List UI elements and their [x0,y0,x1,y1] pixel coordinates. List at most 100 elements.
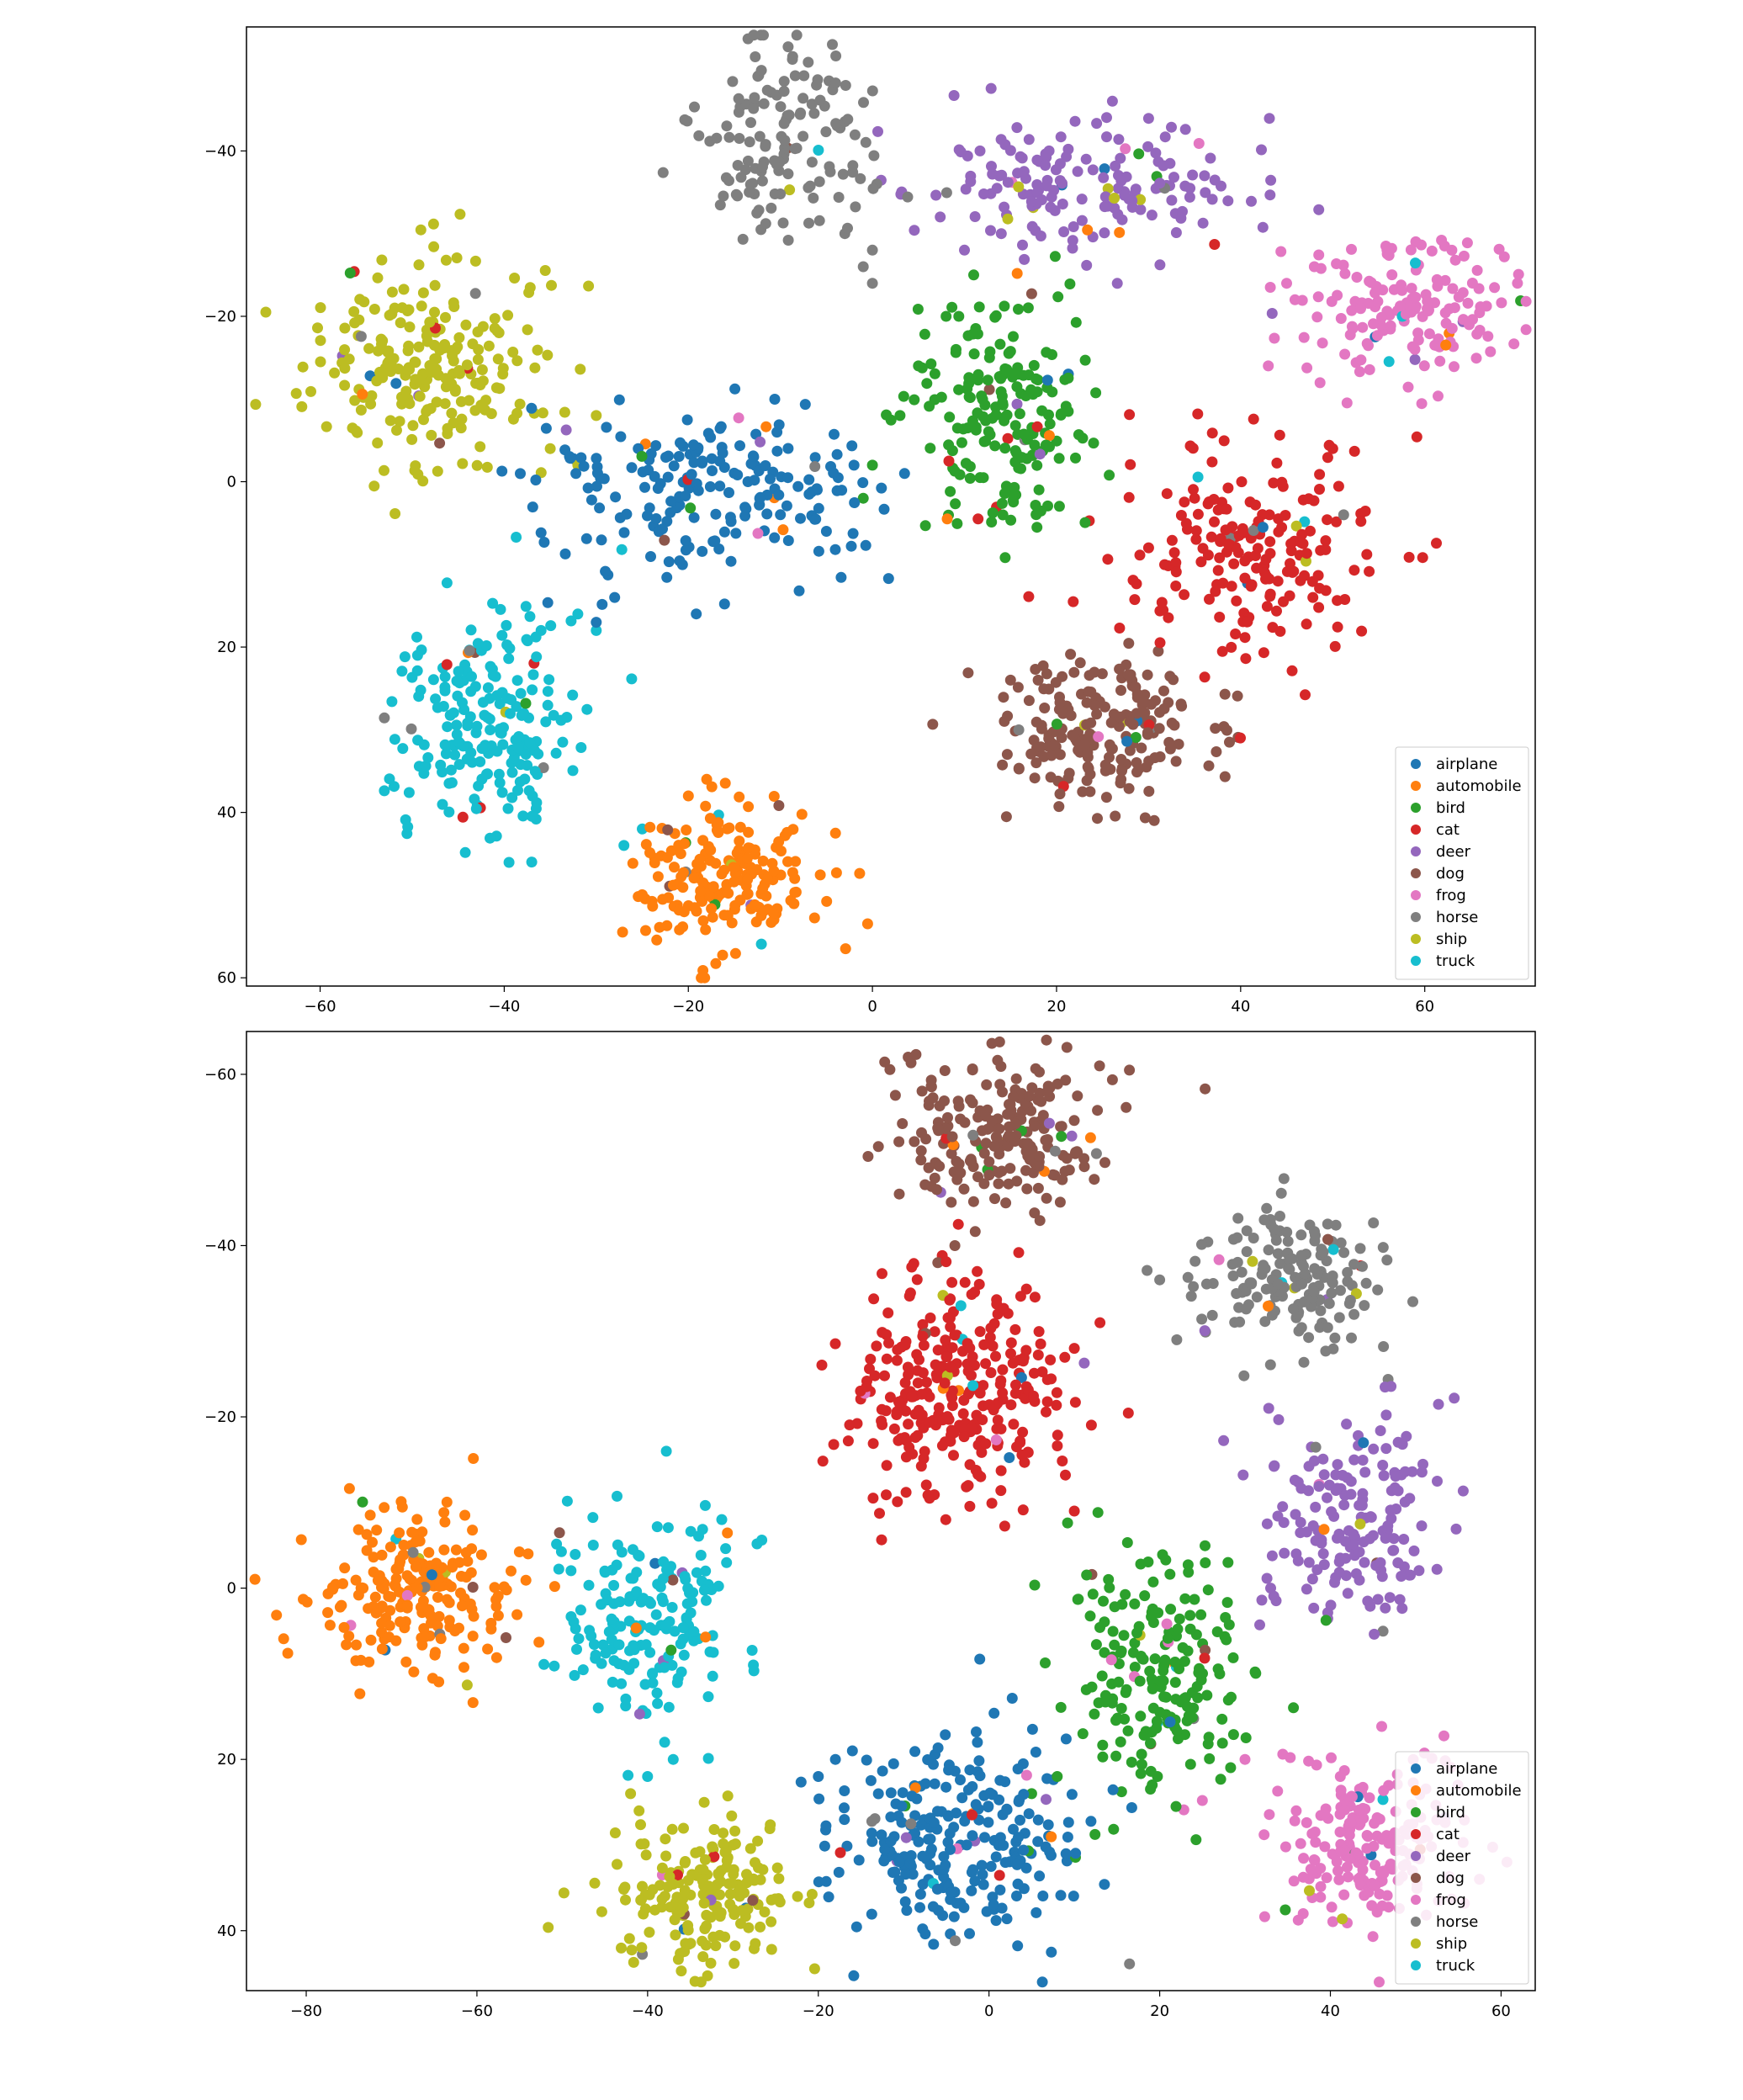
scatter-point-airplane [782,472,794,484]
scatter-point-horse [1269,1223,1280,1235]
scatter-point-truck [713,809,724,821]
scatter-point-ship [489,313,501,325]
scatter-point-dog [1021,1183,1033,1195]
scatter-point-frog [1332,1865,1343,1877]
scatter-point-ship [432,465,443,477]
scatter-point-airplane [927,1901,939,1912]
scatter-point-ship [474,379,486,390]
scatter-point-dog [1054,697,1066,708]
scatter-point-bird [1087,1588,1099,1600]
scatter-point-deer [1254,1619,1265,1631]
scatter-point-cat [1222,482,1234,494]
scatter-point-deer [1043,1117,1055,1129]
scatter-point-truck [446,777,458,788]
scatter-point-truck [660,1445,672,1457]
scatter-point-truck [667,1753,679,1765]
scatter-point-truck [622,1769,634,1781]
scatter-point-cat [1226,581,1237,592]
scatter-point-automobile [696,972,707,984]
scatter-point-horse [1335,1285,1346,1297]
scatter-point-frog [1395,300,1406,312]
scatter-point-frog [1288,1875,1300,1887]
scatter-point-airplane [688,512,700,523]
scatter-point-frog [1343,1827,1354,1839]
scatter-point-airplane [650,513,662,524]
scatter-point-frog [1368,1840,1380,1852]
scatter-point-horse [855,172,866,184]
scatter-point-ship [766,1916,777,1928]
scatter-point-automobile [1440,339,1452,351]
scatter-point-deer [985,225,996,236]
scatter-point-automobile [654,921,665,933]
scatter-point-dog [1203,760,1215,772]
scatter-point-bird [1005,514,1017,526]
scatter-point-airplane [893,1856,905,1868]
top-x-tick-label: 60 [1415,998,1434,1016]
scatter-point-airplane [803,474,815,485]
scatter-point-frog [1196,1795,1208,1806]
scatter-point-cat [943,455,955,467]
scatter-point-truck [512,742,524,754]
scatter-point-bird [983,352,995,363]
scatter-point-ship [698,1897,710,1909]
scatter-point-airplane [710,508,722,520]
scatter-point-frog [1370,1880,1381,1891]
scatter-point-horse [737,233,749,245]
scatter-point-frog [1326,1901,1338,1913]
scatter-point-ship [348,305,360,317]
scatter-point-deer [1388,1533,1400,1545]
scatter-point-cat [1170,557,1182,569]
scatter-point-truck [461,753,473,765]
scatter-point-frog [1365,277,1377,289]
scatter-point-ship [492,353,504,365]
top-legend-label-deer: deer [1436,843,1471,861]
scatter-point-horse [866,85,878,97]
scatter-point-frog [1449,254,1461,266]
scatter-point-ship [718,1827,729,1839]
scatter-point-dog [1004,1099,1016,1111]
scatter-point-airplane [967,1781,978,1792]
scatter-point-ship [729,1940,741,1952]
scatter-point-dog [1224,736,1235,748]
scatter-point-airplane [929,1778,940,1790]
scatter-point-deer [1266,308,1278,319]
scatter-point-cat [1017,1504,1029,1516]
scatter-point-deer [1396,1603,1408,1615]
scatter-point-deer [1378,1470,1390,1482]
scatter-point-bird [953,384,965,395]
scatter-point-cat [1272,575,1284,587]
scatter-point-horse [742,155,754,167]
scatter-point-bird [1077,1728,1089,1740]
scatter-point-ship [720,1845,732,1857]
top-legend-marker-automobile [1411,781,1421,791]
scatter-point-bird [977,472,989,484]
scatter-point-bird [1142,1556,1154,1567]
scatter-point-cat [867,1438,879,1450]
scatter-point-horse [1377,1625,1389,1637]
scatter-point-cat [942,1312,954,1323]
scatter-point-cat [949,1329,961,1341]
scatter-point-horse [1330,1219,1342,1231]
scatter-point-frog [1335,313,1347,324]
scatter-point-horse [1226,1259,1238,1270]
scatter-point-ship [635,1819,646,1831]
scatter-point-dog [1030,716,1042,728]
scatter-point-ship [404,321,416,333]
scatter-point-horse [1188,1281,1200,1292]
scatter-point-ship [575,363,586,375]
scatter-point-cat [1205,531,1217,543]
top-x-tick-label: 20 [1047,998,1067,1016]
scatter-point-ship [702,1970,713,1981]
scatter-point-automobile [489,1582,501,1594]
scatter-point-cat [1300,689,1311,701]
scatter-point-horse [806,98,818,110]
scatter-point-automobile [459,1509,471,1521]
scatter-point-cat [986,1498,998,1509]
scatter-point-truck [505,708,516,719]
scatter-point-airplane [973,1755,985,1767]
scatter-point-ship [773,1873,785,1885]
scatter-point-frog [1020,1769,1032,1781]
scatter-point-truck [422,752,434,763]
scatter-point-bird [1240,1732,1252,1743]
scatter-point-bird [1116,1599,1128,1610]
